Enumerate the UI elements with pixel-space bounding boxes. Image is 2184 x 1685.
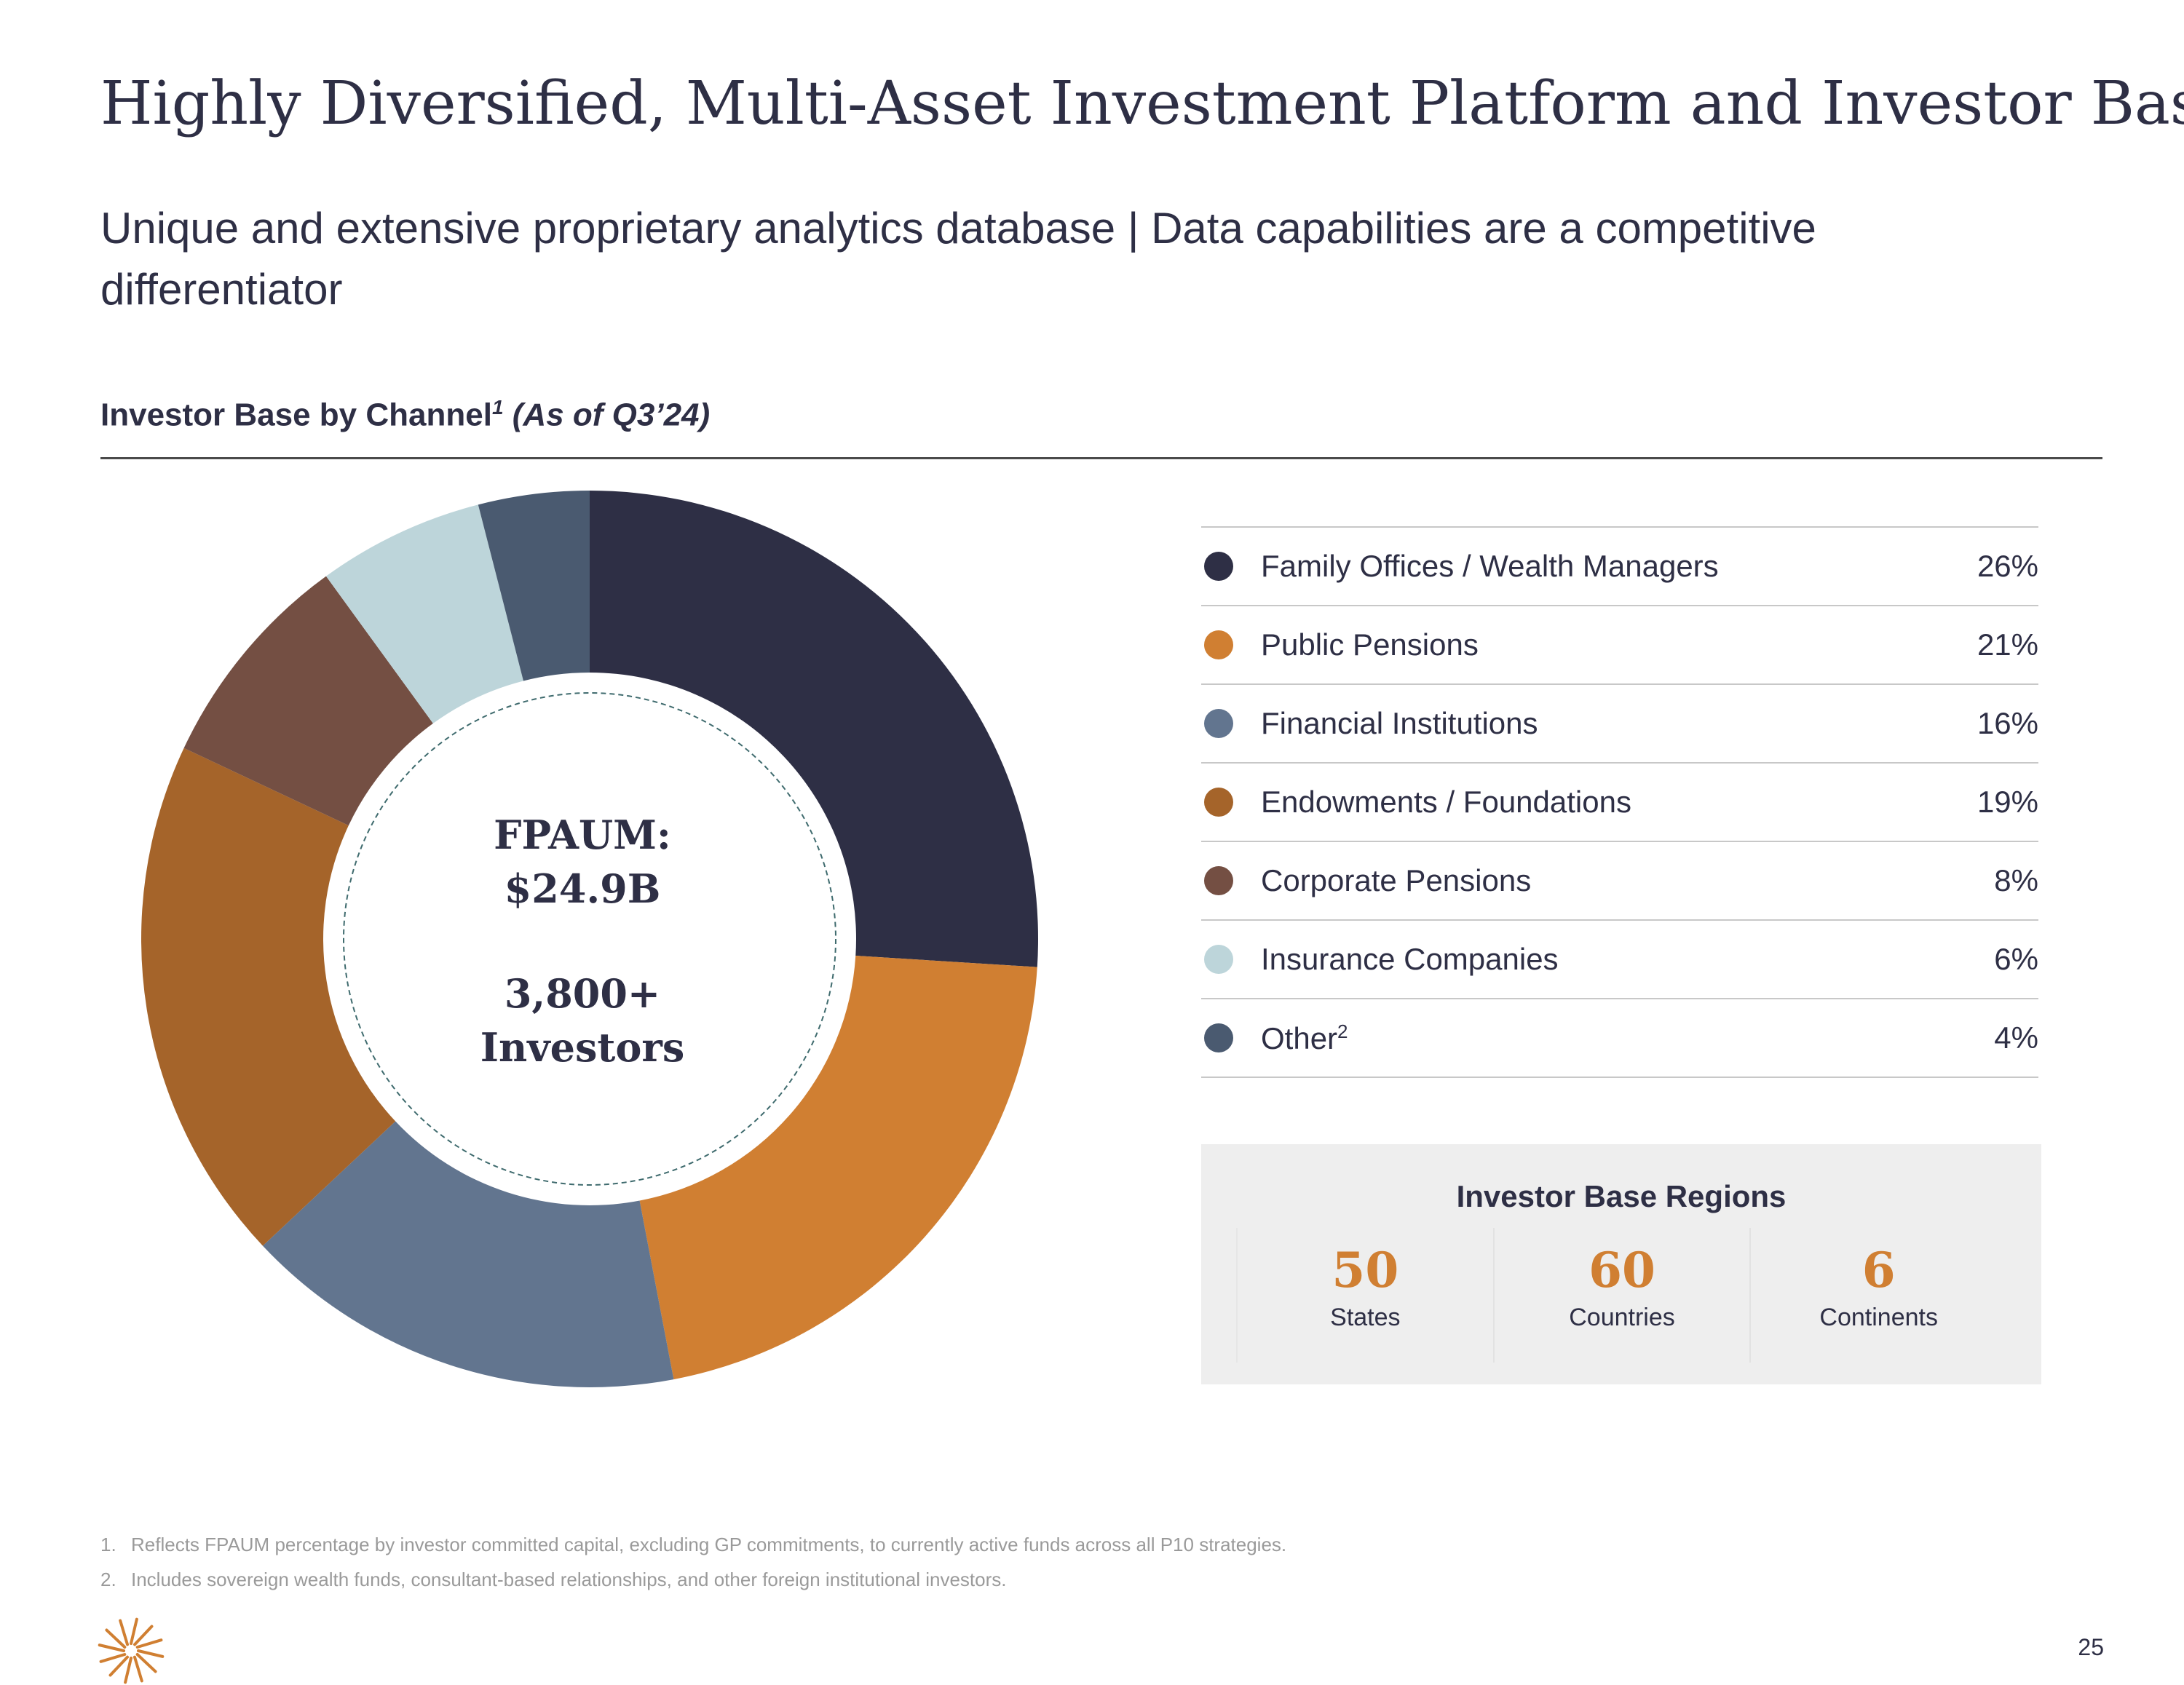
logo-ray (108, 1655, 129, 1677)
chart-legend: Family Offices / Wealth Managers 26% Publi… (1201, 526, 2038, 1078)
legend-value: 6% (1994, 942, 2038, 976)
legend-swatch (1204, 552, 1233, 581)
logo-ray (135, 1638, 163, 1649)
legend-item-other: Other2 4% (1201, 998, 2038, 1078)
legend-value: 21% (1977, 627, 2038, 662)
legend-value: 19% (1977, 785, 2038, 819)
region-states-value: 50 (1332, 1242, 1399, 1299)
donut-center-label: FPAUM: $24.9B 3,800+ Investors (357, 808, 808, 1074)
legend-value: 4% (1994, 1020, 2038, 1055)
logo-ray (133, 1625, 154, 1646)
legend-swatch (1204, 788, 1233, 817)
logo-ray (99, 1653, 127, 1663)
legend-swatch (1204, 945, 1233, 974)
footnote-2: 2. Includes sovereign wealth funds, consu… (100, 1569, 1007, 1590)
donut-chart (141, 491, 1038, 1388)
legend-footnote-ref: 2 (1337, 1020, 1348, 1042)
legend-label: Other2 (1261, 1020, 1348, 1055)
legend-value: 26% (1977, 549, 2038, 583)
section-heading-note: (As of Q3’24) (512, 397, 711, 433)
legend-item-financial-institutions: Financial Institutions 16% (1201, 683, 2038, 762)
legend-swatch (1204, 866, 1233, 895)
region-countries-label: Countries (1569, 1304, 1675, 1331)
legend-label: Insurance Companies (1261, 942, 1559, 976)
region-continents: 6 Continents (1749, 1228, 2006, 1363)
logo-ray (124, 1657, 132, 1684)
page-title: Highly Diversified, Multi-Asset Investme… (100, 69, 2184, 138)
legend-value: 16% (1977, 706, 2038, 740)
legend-swatch (1204, 709, 1233, 738)
legend-label: Endowments / Foundations (1261, 785, 1631, 819)
regions-title: Investor Base Regions (1456, 1179, 1787, 1213)
fpaum-value: $24.9B (504, 865, 661, 912)
donut-slice-family-offices-wealth-managers (590, 491, 1038, 967)
p10-starburst-logo-icon (98, 1617, 165, 1684)
legend-label: Corporate Pensions (1261, 863, 1532, 897)
page-subtitle: Unique and extensive proprietary analyti… (100, 204, 1816, 314)
donut-slice-other (478, 491, 590, 681)
footnotes: 1. Reflects FPAUM percentage by investor … (100, 1527, 2066, 1597)
logo-ray (137, 1649, 165, 1658)
investor-count-label: Investors (480, 1024, 685, 1071)
logo-ray (105, 1628, 127, 1649)
legend-swatch (1204, 630, 1233, 659)
legend-item-endowments-foundations: Endowments / Foundations 19% (1201, 762, 2038, 841)
legend-item-public-pensions: Public Pensions 21% (1201, 605, 2038, 683)
section-heading-footnote-ref: 1 (491, 396, 504, 419)
section-heading-text: Investor Base by Channel (100, 397, 492, 433)
donut-slice-public-pensions (639, 955, 1037, 1380)
logo-ray (133, 1655, 143, 1683)
donut-slice-corporate-pensions (183, 576, 433, 826)
region-states-label: States (1330, 1304, 1401, 1331)
region-countries: 60 Countries (1492, 1228, 1750, 1363)
legend-item-family-offices-wealth-managers: Family Offices / Wealth Managers 26% (1201, 526, 2038, 605)
legend-label: Financial Institutions (1261, 706, 1538, 740)
logo-ray (135, 1653, 157, 1673)
donut-slice-insurance-companies (325, 504, 523, 723)
legend-item-insurance-companies: Insurance Companies 6% (1201, 919, 2038, 998)
section-heading: Investor Base by Channel1 (As of Q3’24) (100, 396, 2102, 434)
section-divider (100, 457, 2102, 459)
region-continents-label: Continents (1819, 1304, 1938, 1331)
fpaum-label: FPAUM: (494, 812, 671, 858)
donut-slice-endowments-foundations (141, 748, 396, 1246)
region-states: 50 States (1236, 1228, 1493, 1363)
logo-ray (119, 1619, 129, 1646)
region-continents-value: 6 (1861, 1242, 1896, 1299)
footnote-1: 1. Reflects FPAUM percentage by investor … (100, 1534, 1287, 1555)
logo-ray (130, 1617, 138, 1645)
legend-label: Public Pensions (1261, 627, 1479, 662)
donut-center-dashed-ring (343, 692, 836, 1186)
page-number: 25 (2078, 1634, 2104, 1660)
legend-label: Family Offices / Wealth Managers (1261, 549, 1719, 583)
legend-swatch (1204, 1023, 1233, 1052)
legend-item-corporate-pensions: Corporate Pensions 8% (1201, 841, 2038, 919)
region-countries-value: 60 (1588, 1242, 1655, 1299)
investor-count: 3,800+ (504, 970, 661, 1017)
logo-ray (98, 1644, 125, 1652)
donut-slice-financial-institutions (262, 1121, 674, 1388)
legend-value: 8% (1994, 863, 2038, 897)
investor-regions-panel: Investor Base Regions 50 States 60 Count… (1201, 1144, 2041, 1384)
